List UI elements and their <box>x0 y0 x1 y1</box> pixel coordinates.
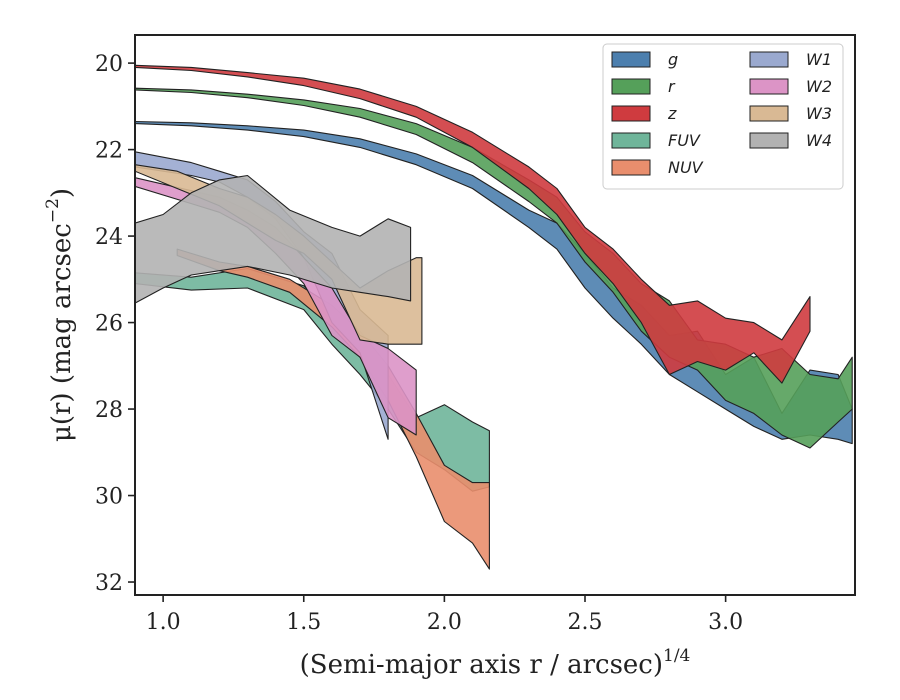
legend-label: g <box>668 50 678 69</box>
plot-frame <box>134 34 856 596</box>
legend-label: W3 <box>806 104 832 123</box>
x-tick-label: 1.0 <box>146 610 181 635</box>
y-tick-label: 24 <box>95 225 123 250</box>
x-axis-label: (Semi-major axis r / arcsec)1/4 <box>300 646 691 680</box>
legend-swatch <box>749 78 789 95</box>
ticks-layer: 1.0 1.5 2.0 2.5 3.0 20 22 24 26 28 30 32 <box>95 52 743 635</box>
legend-swatch <box>749 51 789 68</box>
y-tick-label: 28 <box>95 398 123 423</box>
y-tick-label: 20 <box>95 52 123 77</box>
legend-label: FUV <box>668 131 701 150</box>
legend-item-nuv: NUV <box>611 158 704 177</box>
legend-swatch <box>611 78 651 95</box>
series-layer <box>135 64 853 570</box>
x-tick-label: 2.5 <box>568 610 603 635</box>
legend-item-fuv: FUV <box>611 131 701 150</box>
legend-item-w3: W3 <box>749 104 832 123</box>
legend-item-w4: W4 <box>749 131 832 150</box>
legend-item-w2: W2 <box>749 77 832 96</box>
legend-swatch <box>611 132 651 149</box>
legend-swatch <box>611 105 651 122</box>
x-tick-label: 2.0 <box>427 610 462 635</box>
legend-label: z <box>667 104 677 123</box>
legend-swatch <box>611 51 651 68</box>
y-tick-label: 26 <box>95 312 123 337</box>
x-tick-label: 1.5 <box>286 610 321 635</box>
band-z <box>135 64 811 384</box>
legend-swatch <box>749 132 789 149</box>
legend-label: W1 <box>806 50 832 69</box>
y-tick-label: 22 <box>95 139 123 164</box>
legend-swatch <box>749 105 789 122</box>
x-tick-label: 3.0 <box>708 610 743 635</box>
legend-label: W2 <box>806 77 832 96</box>
legend-item-w1: W1 <box>749 50 832 69</box>
legend-item-z: z <box>611 104 677 123</box>
y-axis-label: μ(r) (mag arcsec−2) <box>43 188 77 442</box>
y-tick-label: 32 <box>95 571 123 596</box>
legend-swatch <box>611 159 651 176</box>
legend: grz FUV NUV W1 W2 W3 W4 <box>602 43 844 190</box>
legend-label: NUV <box>668 158 704 177</box>
band-w4 <box>135 174 412 304</box>
legend-label: W4 <box>806 131 832 150</box>
legend-item-g: g <box>611 50 678 69</box>
y-tick-label: 30 <box>95 485 123 510</box>
legend-item-r: r <box>611 77 676 96</box>
legend-label: r <box>668 77 676 96</box>
